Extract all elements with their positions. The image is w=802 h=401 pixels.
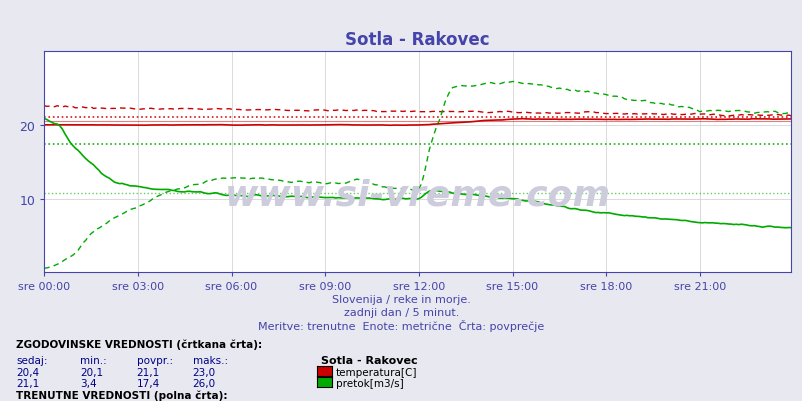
Text: povpr.:: povpr.: (136, 355, 172, 365)
Text: min.:: min.: (80, 355, 107, 365)
Text: TRENUTNE VREDNOSTI (polna črta):: TRENUTNE VREDNOSTI (polna črta): (16, 390, 227, 400)
Title: Sotla - Rakovec: Sotla - Rakovec (345, 31, 489, 49)
Text: sedaj:: sedaj: (16, 355, 47, 365)
Text: www.si-vreme.com: www.si-vreme.com (225, 178, 610, 213)
Text: 21,1: 21,1 (16, 378, 39, 388)
Text: 3,4: 3,4 (80, 378, 97, 388)
Text: Sotla - Rakovec: Sotla - Rakovec (321, 355, 417, 365)
Text: Slovenija / reke in morje.: Slovenija / reke in morje. (332, 295, 470, 305)
Text: 26,0: 26,0 (192, 378, 216, 388)
Text: Meritve: trenutne  Enote: metrične  Črta: povprečje: Meritve: trenutne Enote: metrične Črta: … (258, 319, 544, 331)
Text: temperatura[C]: temperatura[C] (335, 367, 416, 377)
Text: 20,1: 20,1 (80, 367, 103, 377)
Text: pretok[m3/s]: pretok[m3/s] (335, 378, 403, 388)
Text: ZGODOVINSKE VREDNOSTI (črtkana črta):: ZGODOVINSKE VREDNOSTI (črtkana črta): (16, 339, 262, 349)
Text: 21,1: 21,1 (136, 367, 160, 377)
Text: 17,4: 17,4 (136, 378, 160, 388)
Text: 20,4: 20,4 (16, 367, 39, 377)
Text: zadnji dan / 5 minut.: zadnji dan / 5 minut. (343, 307, 459, 317)
Text: 23,0: 23,0 (192, 367, 216, 377)
Text: maks.:: maks.: (192, 355, 228, 365)
